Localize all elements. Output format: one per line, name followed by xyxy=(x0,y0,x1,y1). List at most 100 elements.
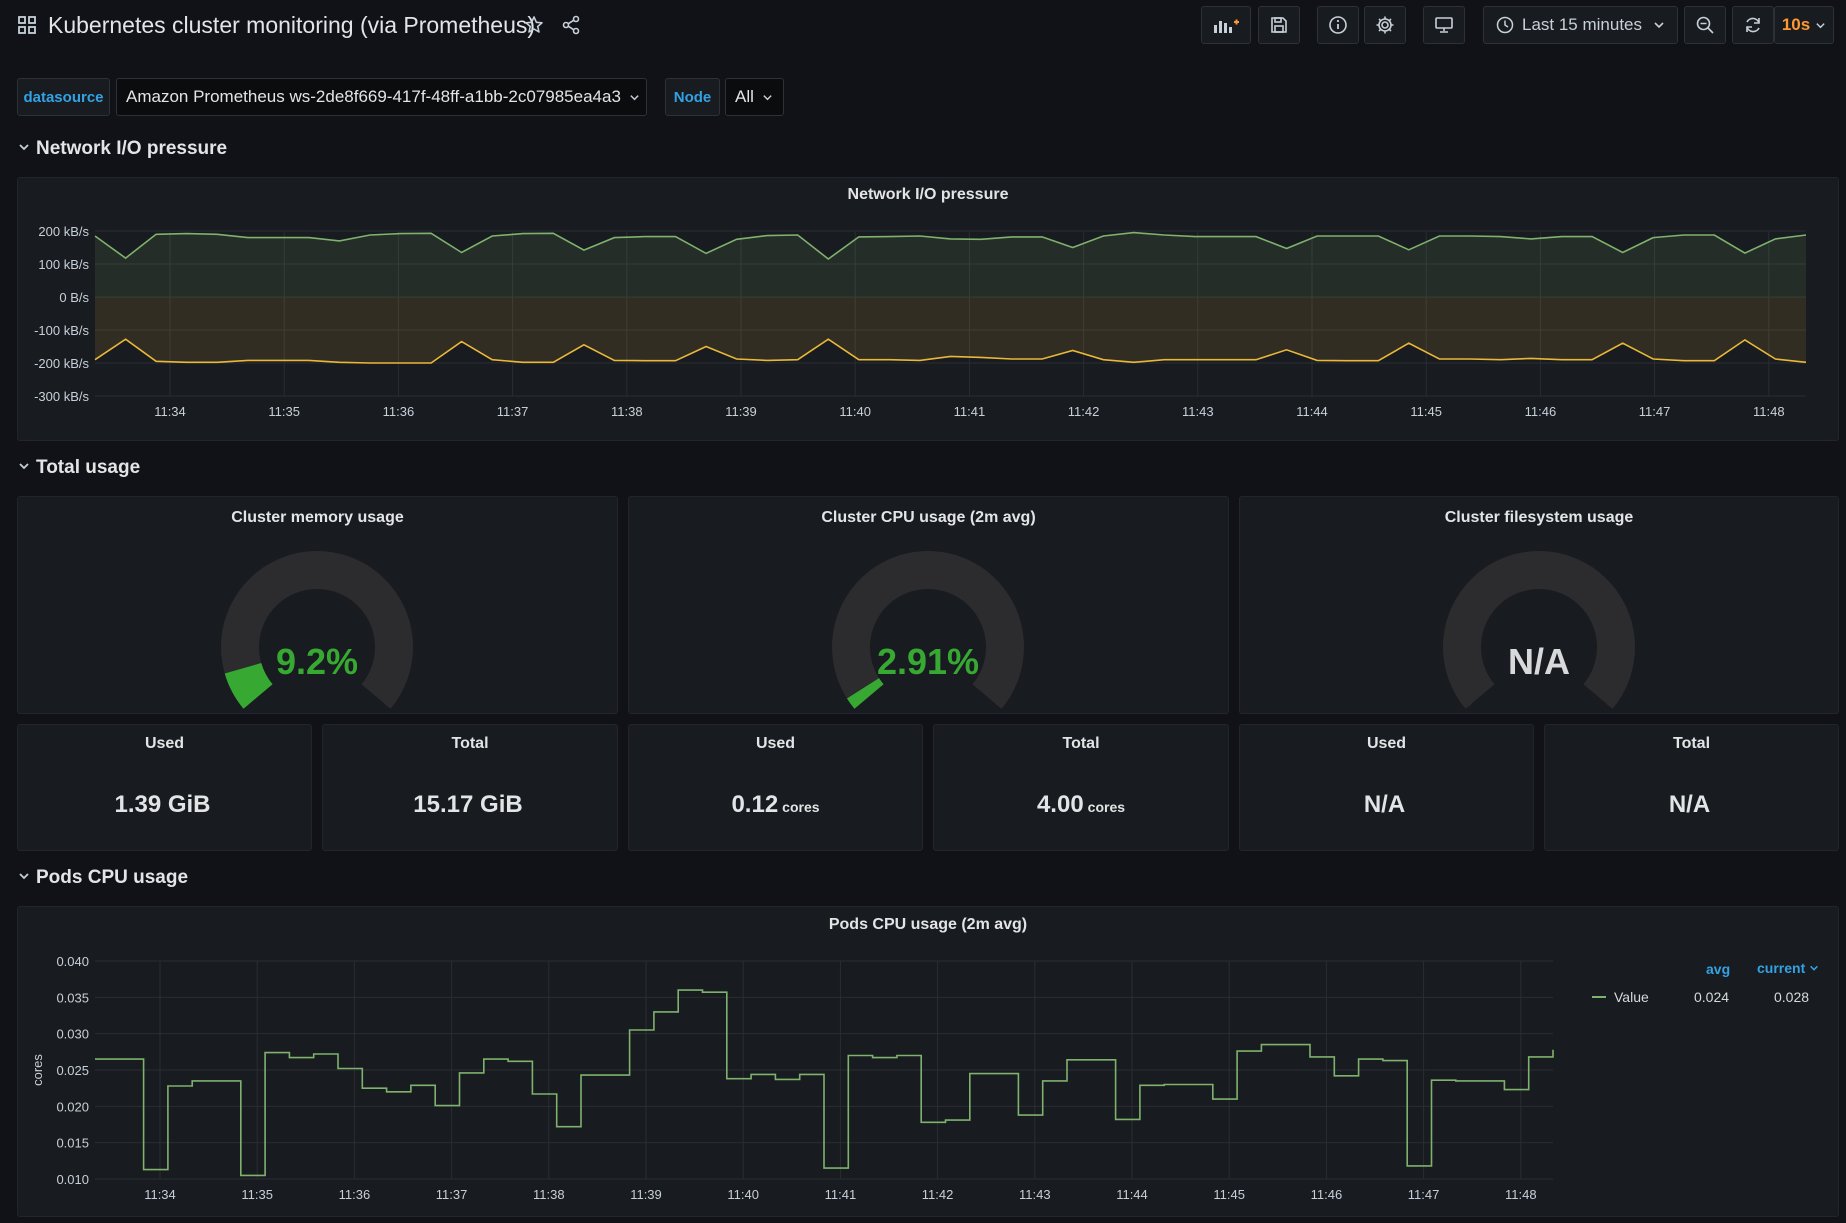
stat-title: Total xyxy=(1672,735,1711,752)
chevron-down-icon xyxy=(1816,22,1825,28)
pods-cpu-panel[interactable]: Pods CPU usage (2m avg) 0.040 0.035 0.030 0… xyxy=(17,906,1839,1217)
stat-value: 1.39 GiB xyxy=(114,791,211,818)
x-tick-label: 11:38 xyxy=(611,404,643,419)
x-tick-label: 11:40 xyxy=(839,404,871,419)
series-line xyxy=(94,338,1807,364)
refresh-interval-picker[interactable]: 10s xyxy=(1774,6,1834,44)
dashboard-settings-button[interactable] xyxy=(1364,6,1406,44)
row-total-usage[interactable]: Total usage xyxy=(18,457,140,479)
cpu-used-stat[interactable]: Used 0.12 cores xyxy=(628,724,923,851)
panel-title: Pods CPU usage (2m avg) xyxy=(828,916,1028,933)
gauge-value: 2.91% xyxy=(877,641,979,682)
dashboards-grid-icon[interactable] xyxy=(16,14,38,36)
gauge-track xyxy=(1443,551,1635,709)
stat-title: Used xyxy=(1366,735,1407,752)
node-value: All xyxy=(735,87,754,106)
filesystem-total-stat[interactable]: Total N/A xyxy=(1544,724,1839,851)
x-tick-label: 11:48 xyxy=(1753,404,1785,419)
filesystem-used-stat[interactable]: Used N/A xyxy=(1239,724,1534,851)
row-pods-cpu-usage[interactable]: Pods CPU usage xyxy=(18,867,188,889)
y-tick-label: 0.035 xyxy=(56,990,89,1005)
row-title: Network I/O pressure xyxy=(36,138,228,159)
node-variable-label: Node xyxy=(665,78,720,116)
chevron-down-icon xyxy=(18,460,30,475)
y-tick-label: 0 B/s xyxy=(59,290,89,305)
x-tick-label: 11:44 xyxy=(1116,1187,1148,1202)
star-icon[interactable] xyxy=(523,14,545,36)
datasource-variable-select[interactable]: Amazon Prometheus ws-2de8f669-417f-48ff-… xyxy=(116,78,647,116)
share-icon[interactable] xyxy=(560,14,582,36)
y-tick-label: -200 kB/s xyxy=(34,356,89,371)
clock-icon xyxy=(1496,16,1514,34)
x-tick-label: 11:46 xyxy=(1525,404,1557,419)
y-tick-label: -100 kB/s xyxy=(34,323,89,338)
memory-total-stat[interactable]: Total 15.17 GiB xyxy=(322,724,618,851)
chevron-down-icon xyxy=(630,94,639,100)
chevron-down-icon xyxy=(18,870,30,885)
y-axis-label: cores xyxy=(30,1054,45,1086)
network-io-panel[interactable]: Network I/O pressure 200 kB/s 100 kB/s 0 B… xyxy=(17,177,1839,441)
pods-cpu-chart[interactable]: 0.040 0.035 0.030 0.025 0.020 0.015 0.010 11:34… xyxy=(18,907,1578,1216)
x-tick-label: 11:39 xyxy=(725,404,757,419)
y-tick-label: 0.030 xyxy=(56,1027,89,1042)
series-area xyxy=(95,297,1806,363)
x-tick-label: 11:40 xyxy=(727,1187,759,1202)
memory-gauge-panel[interactable]: Cluster memory usage 9.2% xyxy=(17,496,618,714)
refresh-interval-label: 10s xyxy=(1781,15,1811,34)
panel-title: Cluster CPU usage (2m avg) xyxy=(821,509,1036,526)
stat-title: Used xyxy=(755,735,796,752)
y-tick-label: 0.020 xyxy=(56,1099,89,1114)
zoom-out-button[interactable] xyxy=(1684,6,1726,44)
tv-mode-button[interactable] xyxy=(1423,6,1465,44)
x-tick-label: 11:36 xyxy=(339,1187,371,1202)
stat-title: Total xyxy=(451,735,489,752)
y-tick-label: 100 kB/s xyxy=(38,257,89,272)
y-tick-label: 0.015 xyxy=(56,1136,89,1151)
top-bar: Kubernetes cluster monitoring (via Prome… xyxy=(0,0,1846,52)
dashboard-title[interactable]: Kubernetes cluster monitoring (via Prome… xyxy=(48,12,536,38)
datasource-value: Amazon Prometheus ws-2de8f669-417f-48ff-… xyxy=(126,87,621,106)
x-tick-label: 11:44 xyxy=(1296,404,1328,419)
row-title: Total usage xyxy=(36,457,141,478)
legend-series-item[interactable]: Value xyxy=(1592,989,1649,1005)
filesystem-gauge-panel[interactable]: Cluster filesystem usage N/A xyxy=(1239,496,1839,714)
memory-used-stat[interactable]: Used 1.39 GiB xyxy=(17,724,312,851)
series-color-swatch xyxy=(1592,996,1606,998)
x-tick-label: 11:38 xyxy=(533,1187,565,1202)
y-tick-label: 200 kB/s xyxy=(38,224,89,239)
refresh-button[interactable] xyxy=(1732,6,1774,44)
stat-value: N/A xyxy=(1668,791,1711,818)
legend-avg-value: 0.024 xyxy=(1694,989,1730,1005)
cpu-gauge-panel[interactable]: Cluster CPU usage (2m avg) 2.91% xyxy=(628,496,1229,714)
cpu-total-stat[interactable]: Total 4.00 cores xyxy=(933,724,1229,851)
memory-gauge: 9.2% xyxy=(221,551,413,709)
time-range-label: Last 15 minutes xyxy=(1522,15,1643,34)
dashboard-info-button[interactable] xyxy=(1317,6,1359,44)
x-tick-label: 11:41 xyxy=(954,404,986,419)
series-area xyxy=(95,232,1806,297)
x-tick-label: 11:34 xyxy=(154,404,186,419)
stat-value: 15.17 GiB xyxy=(413,791,523,818)
legend-avg-header[interactable]: avg xyxy=(1706,961,1731,977)
stat-value: N/A xyxy=(1363,791,1406,818)
network-io-chart[interactable]: 200 kB/s 100 kB/s 0 B/s -100 kB/s -200 kB/s -… xyxy=(18,178,1838,440)
gauge-track xyxy=(221,551,413,709)
y-tick-label: 0.040 xyxy=(56,954,89,969)
x-tick-label: 11:45 xyxy=(1213,1187,1245,1202)
chevron-down-icon xyxy=(18,141,30,156)
time-range-picker[interactable]: Last 15 minutes xyxy=(1483,6,1678,44)
chevron-down-icon xyxy=(1810,965,1818,971)
legend-current-header[interactable]: current xyxy=(1757,960,1819,976)
filesystem-gauge: N/A xyxy=(1443,551,1635,709)
y-tick-label: -300 kB/s xyxy=(34,389,89,404)
stat-value: 4.00 cores xyxy=(1036,791,1126,818)
row-network-io-pressure[interactable]: Network I/O pressure xyxy=(18,138,227,160)
node-variable-select[interactable]: All xyxy=(725,78,784,116)
add-panel-button[interactable] xyxy=(1201,6,1251,44)
x-tick-label: 11:35 xyxy=(268,404,300,419)
save-dashboard-button[interactable] xyxy=(1258,6,1300,44)
chevron-down-icon xyxy=(763,94,772,100)
gauge-value: N/A xyxy=(1508,641,1570,682)
chevron-down-icon xyxy=(1653,16,1665,36)
stat-title: Used xyxy=(144,735,185,752)
